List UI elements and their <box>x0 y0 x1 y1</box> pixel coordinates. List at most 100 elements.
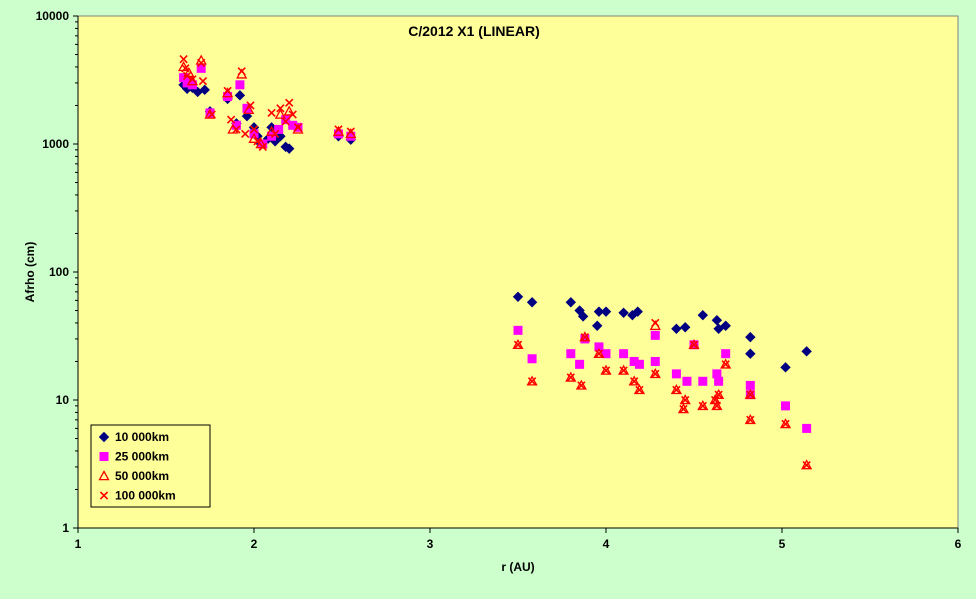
data-point <box>670 384 683 395</box>
legend-marker <box>98 470 110 481</box>
data-point <box>526 375 538 386</box>
data-point <box>237 67 246 76</box>
data-point <box>188 75 197 84</box>
legend-marker <box>99 491 109 500</box>
x-marker-stroke <box>698 401 707 411</box>
y-axis-label: Afrho (cm) <box>23 242 37 303</box>
data-point <box>632 306 643 317</box>
x-tick-label: 2 <box>251 537 258 551</box>
data-point <box>512 291 524 303</box>
x-marker-stroke <box>293 123 303 132</box>
data-point <box>283 143 295 154</box>
x-tick-label: 6 <box>955 537 962 551</box>
x-marker-stroke <box>594 349 604 358</box>
data-point <box>527 377 537 386</box>
data-point <box>275 131 286 142</box>
x-marker-stroke <box>99 491 109 500</box>
y-tick-label: 100 <box>49 265 69 279</box>
data-point <box>689 340 699 349</box>
data-point <box>711 400 723 411</box>
x-marker-stroke <box>276 104 285 113</box>
data-point <box>566 349 576 359</box>
data-point <box>712 369 722 379</box>
data-point <box>179 55 188 64</box>
chart-title: C/2012 X1 (LINEAR) <box>408 23 539 39</box>
data-point <box>713 323 724 335</box>
x-marker-stroke <box>619 366 628 375</box>
data-point <box>235 80 245 90</box>
x-tick-label: 5 <box>779 537 786 551</box>
data-point <box>746 390 755 399</box>
data-point <box>619 349 629 359</box>
data-point <box>781 401 791 411</box>
data-point <box>565 371 577 382</box>
x-marker-stroke <box>334 125 343 134</box>
x-marker-stroke <box>601 366 611 375</box>
y-tick-label: 1 <box>62 521 69 535</box>
y-tick-label: 10 <box>56 393 70 407</box>
x-marker-stroke <box>746 390 755 399</box>
x-tick-label: 3 <box>427 537 434 551</box>
x-marker-stroke <box>746 415 755 424</box>
x-axis-label: r (AU) <box>501 560 534 574</box>
data-point <box>600 364 612 375</box>
x-marker-stroke <box>710 395 720 405</box>
data-point <box>577 381 586 390</box>
data-point <box>575 379 587 390</box>
x-marker-stroke <box>198 76 208 86</box>
data-point <box>781 419 790 429</box>
data-point <box>513 325 523 335</box>
x-marker-stroke <box>802 460 811 470</box>
x-marker-stroke <box>629 377 639 386</box>
data-point <box>802 423 812 433</box>
data-point <box>207 110 216 119</box>
data-points <box>177 54 813 470</box>
x-marker-stroke <box>651 318 660 328</box>
x-tick-label: 4 <box>603 537 610 551</box>
data-point <box>575 359 585 369</box>
data-point <box>720 320 731 331</box>
data-point <box>181 64 190 73</box>
data-point <box>246 101 255 110</box>
legend-label: 10 000km <box>115 430 169 444</box>
data-point <box>601 366 611 375</box>
x-marker-stroke <box>270 129 280 139</box>
data-point <box>334 125 343 134</box>
y-tick-label: 1000 <box>42 137 69 151</box>
data-point <box>281 117 290 126</box>
data-point <box>199 84 210 96</box>
x-marker-stroke <box>681 395 690 405</box>
data-point <box>713 388 725 399</box>
x-marker-stroke <box>237 67 246 76</box>
data-point <box>746 415 755 424</box>
x-marker-stroke <box>285 98 294 107</box>
data-point <box>182 71 192 81</box>
data-point <box>780 362 791 373</box>
data-point <box>650 356 660 366</box>
data-point <box>712 401 722 411</box>
x-marker-stroke <box>226 115 236 124</box>
x-marker-stroke <box>651 369 660 379</box>
x-marker-stroke <box>197 58 206 68</box>
x-marker-stroke <box>566 373 575 382</box>
data-point <box>720 358 732 369</box>
data-point <box>346 127 355 136</box>
x-marker-stroke <box>635 385 644 395</box>
data-point <box>285 98 294 107</box>
x-marker-stroke <box>679 404 688 414</box>
data-point <box>591 320 603 331</box>
data-point <box>721 349 731 359</box>
data-point <box>527 354 537 364</box>
legend-label: 50 000km <box>115 469 169 483</box>
x-marker-stroke <box>712 401 722 411</box>
x-marker-stroke <box>267 108 276 118</box>
x-marker-stroke <box>513 340 523 349</box>
data-point <box>629 377 639 386</box>
x-marker-stroke <box>689 340 699 349</box>
data-point <box>198 76 208 86</box>
data-point <box>226 115 236 124</box>
data-point <box>710 395 720 405</box>
x-marker-stroke <box>241 129 250 139</box>
axes: 1 2 3 4 5 6 1 10 100 1000 10000 <box>36 9 962 551</box>
